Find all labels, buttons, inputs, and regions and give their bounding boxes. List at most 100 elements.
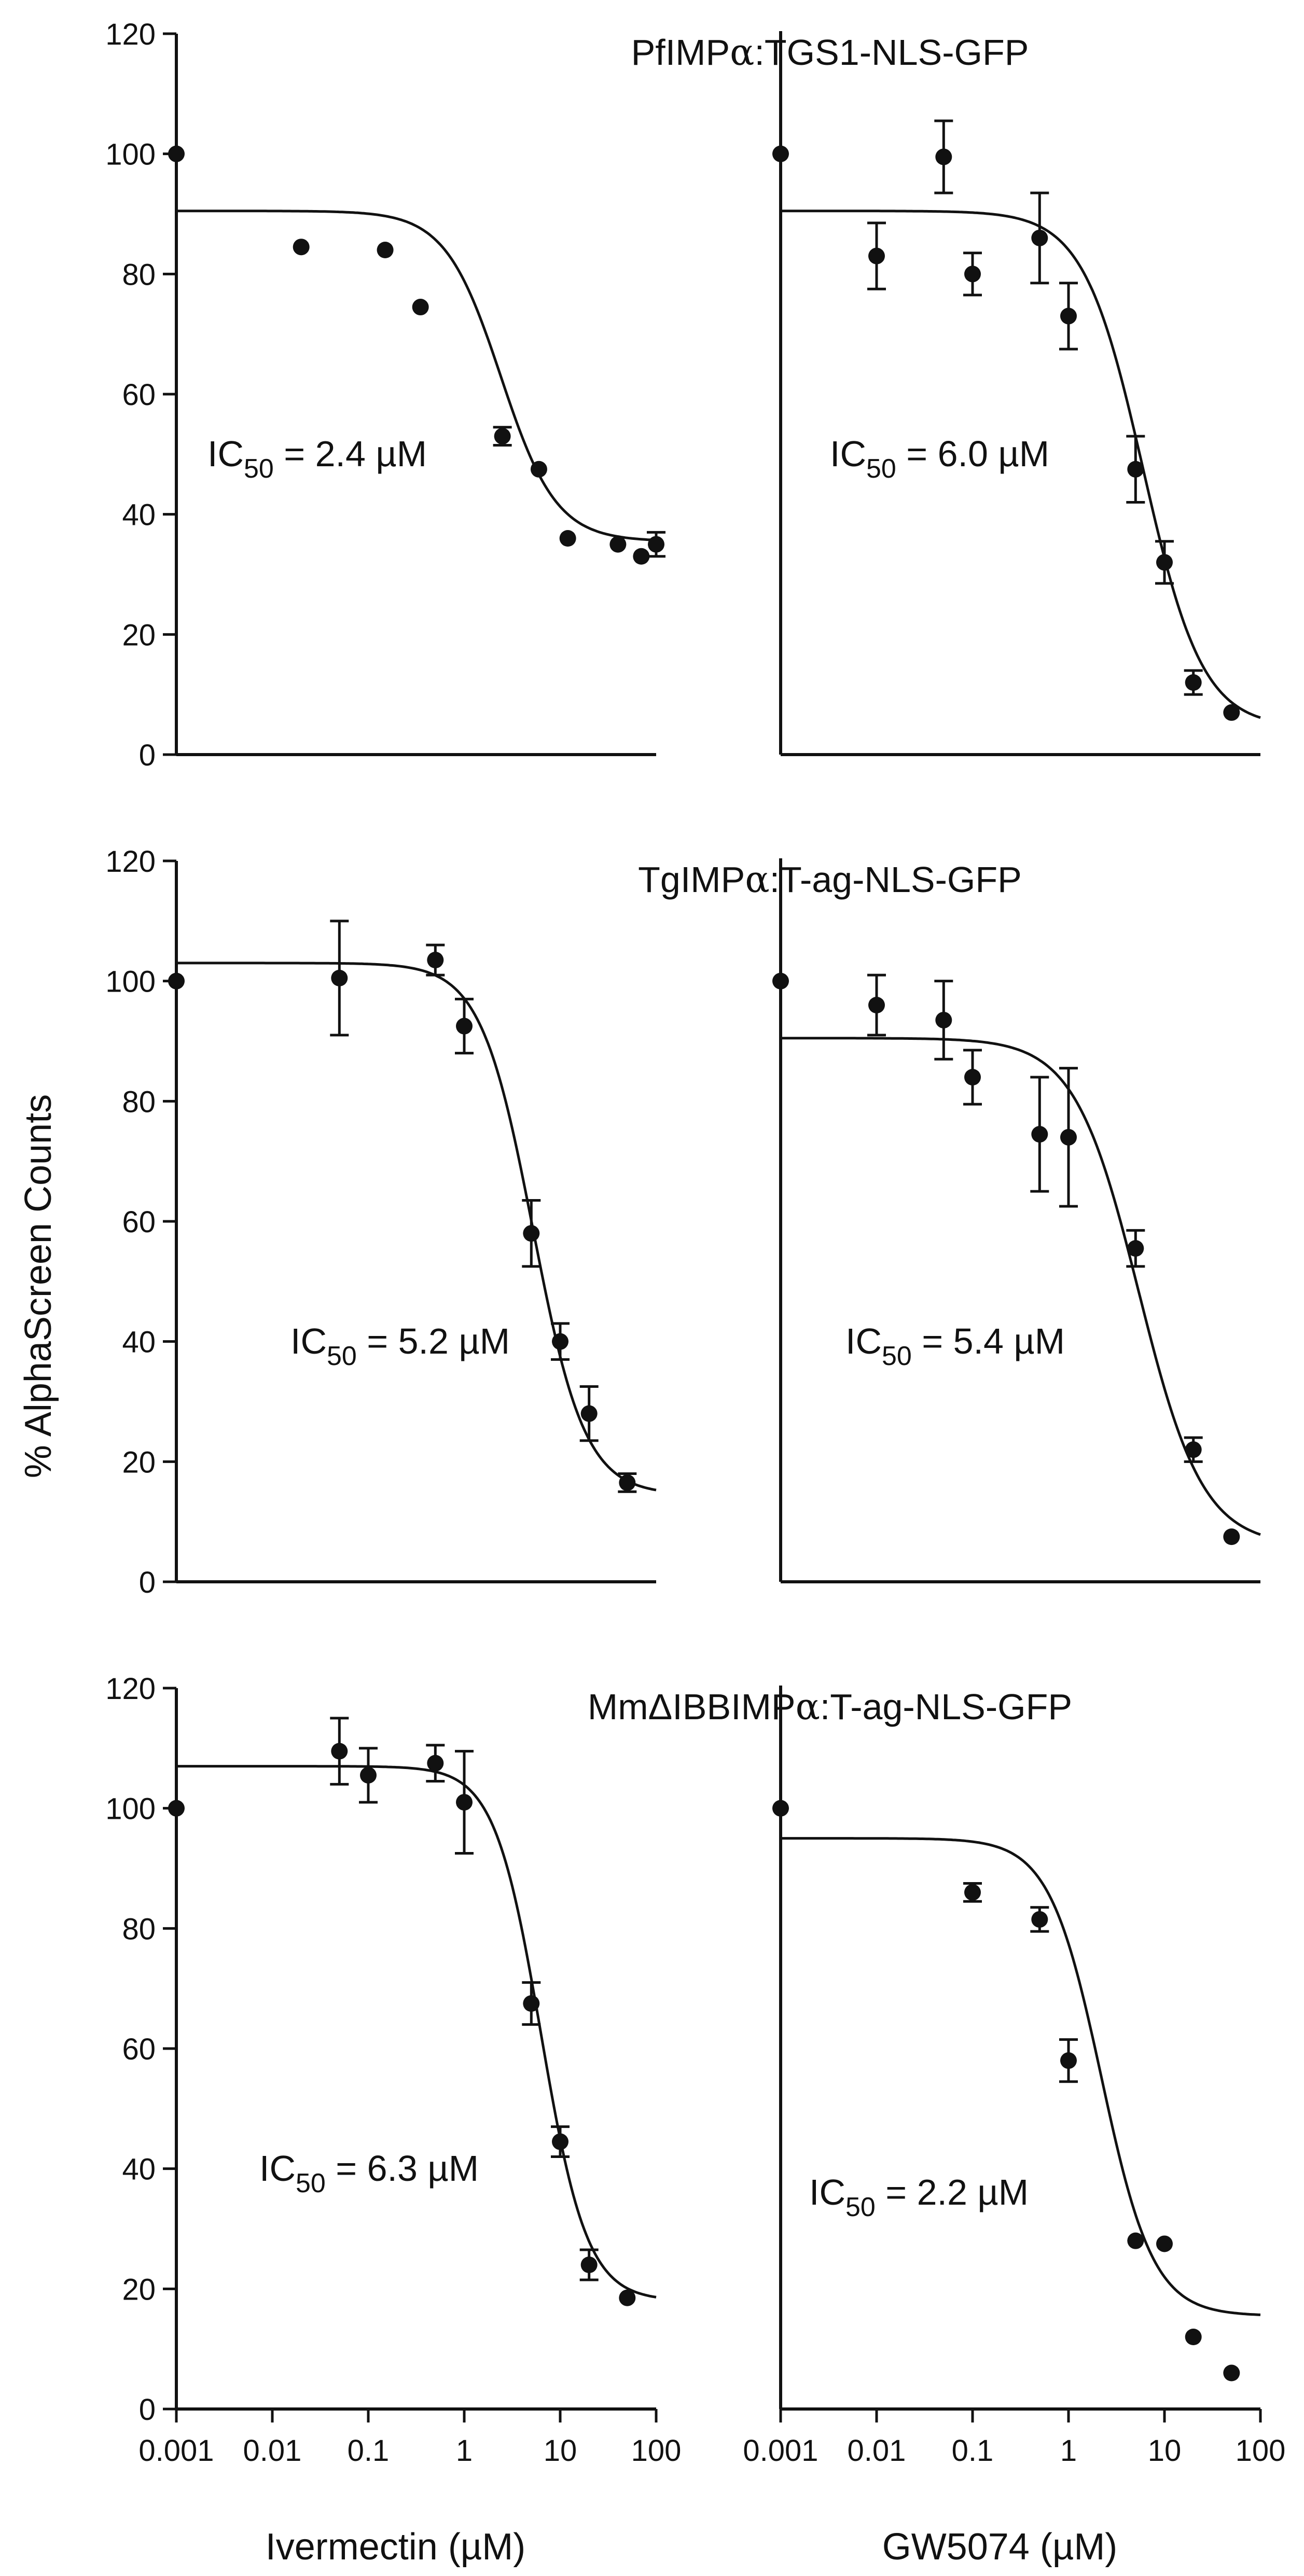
- x-tick-label: 10: [544, 2434, 577, 2468]
- y-tick-label: 80: [122, 1085, 156, 1119]
- ic50-subscript: 50: [882, 1341, 912, 1371]
- fit-curve: [176, 962, 657, 1492]
- data-point: [456, 1018, 473, 1035]
- panel-gw5074-row-3: IC50 = 2.2 µM: [772, 1800, 1261, 2382]
- data-point: [360, 1766, 377, 1784]
- data-point: [1127, 461, 1144, 478]
- y-tick-label: 120: [105, 845, 156, 879]
- data-point: [772, 145, 789, 162]
- data-point: [530, 461, 547, 478]
- y-tick-label: 20: [122, 1445, 156, 1479]
- data-point: [580, 2257, 598, 2273]
- data-point: [168, 1800, 185, 1817]
- data-point: [1127, 1240, 1144, 1257]
- data-point: [964, 1069, 981, 1085]
- y-tick-label: 100: [105, 138, 156, 172]
- y-axis-title: % AlphaScreen Counts: [18, 1094, 59, 1478]
- data-point: [1185, 674, 1202, 691]
- ic50-suffix: = 5.4 µM: [912, 1321, 1065, 1361]
- title-prefix: PfIMP: [631, 32, 730, 73]
- y-tick-label: 100: [105, 965, 156, 999]
- x-tick-label: 0.1: [348, 2434, 390, 2468]
- data-point: [559, 530, 576, 547]
- y-tick-label: 60: [122, 1205, 156, 1239]
- ic50-label: IC50 = 2.4 µM: [207, 434, 427, 484]
- x-tick-label: 100: [1236, 2434, 1286, 2468]
- ic50-prefix: IC: [845, 1321, 882, 1361]
- ic50-prefix: IC: [259, 2148, 296, 2189]
- data-point: [427, 952, 444, 969]
- ic50-suffix: = 5.2 µM: [357, 1321, 510, 1361]
- data-point: [523, 1225, 540, 1242]
- ic50-suffix: = 2.2 µM: [876, 2172, 1029, 2212]
- x-axis-title-ivermectin: Ivermectin (µM): [266, 2526, 526, 2568]
- x-tick-label: 1: [456, 2434, 473, 2468]
- fit-curve: [176, 210, 657, 541]
- data-point: [331, 1743, 348, 1760]
- y-tick-label: 0: [139, 1566, 156, 1599]
- data-point: [293, 239, 310, 256]
- y-tick-label: 40: [122, 498, 156, 532]
- data-point: [456, 1794, 473, 1811]
- y-tick-label: 40: [122, 1326, 156, 1359]
- data-point: [1060, 2052, 1077, 2069]
- ic50-subscript: 50: [845, 2192, 876, 2222]
- ic50-subscript: 50: [327, 1341, 357, 1371]
- ic50-subscript: 50: [244, 454, 274, 484]
- data-point: [619, 1474, 636, 1491]
- data-point: [633, 548, 650, 565]
- panel-title: MmΔIBBIMPα:T-ag-NLS-GFP: [588, 1686, 1072, 1728]
- panel-row-3: 0 20 40 60 80 100 120 MmΔIBBIMPα:T-ag-NLS-GFP IC…: [105, 1672, 1261, 2427]
- data-point: [523, 1995, 540, 2012]
- y-tick-label: 0: [139, 739, 156, 772]
- y-tick-label: 20: [122, 618, 156, 652]
- ic50-suffix: = 6.0 µM: [896, 434, 1049, 474]
- data-point: [1185, 2329, 1202, 2345]
- data-point: [619, 2289, 636, 2306]
- data-point: [412, 299, 429, 316]
- x-tick-label: 10: [1148, 2434, 1182, 2468]
- ic50-label: IC50 = 2.2 µM: [809, 2172, 1029, 2222]
- data-point: [1223, 2364, 1240, 2382]
- data-point: [1185, 1441, 1202, 1458]
- x-tick-label: 0.001: [138, 2434, 214, 2468]
- panel-ivermectin-row-2: IC50 = 5.2 µM: [168, 920, 657, 1493]
- data-point: [1156, 554, 1173, 571]
- data-point: [377, 242, 394, 258]
- title-prefix: MmΔIBBIMP: [588, 1687, 796, 1727]
- y-tick-label: 0: [139, 2393, 156, 2427]
- data-point: [1223, 1528, 1240, 1545]
- y-tick-label: 80: [122, 1912, 156, 1946]
- y-tick-label: 120: [105, 18, 156, 51]
- ic50-prefix: IC: [830, 434, 866, 474]
- title-alpha: α: [730, 31, 754, 74]
- ic50-prefix: IC: [290, 1321, 327, 1361]
- ic50-prefix: IC: [207, 434, 244, 474]
- title-suffix: :T-ag-NLS-GFP: [770, 859, 1022, 900]
- data-point: [580, 1405, 598, 1422]
- fit-curve: [176, 1765, 657, 2299]
- data-point: [552, 1333, 568, 1350]
- data-point: [1031, 1126, 1048, 1143]
- data-point: [868, 247, 885, 264]
- fit-curve: [781, 1837, 1261, 2316]
- data-point: [964, 266, 981, 283]
- ic50-prefix: IC: [809, 2172, 845, 2212]
- data-point: [1156, 2235, 1173, 2252]
- panel-title: TgIMPα:T-ag-NLS-GFP: [638, 858, 1022, 901]
- data-point: [1031, 1911, 1048, 1928]
- data-point: [1031, 229, 1048, 246]
- data-point: [772, 972, 789, 990]
- title-prefix: TgIMP: [638, 859, 745, 900]
- data-point: [935, 1011, 952, 1028]
- data-point: [552, 2133, 568, 2150]
- data-point: [935, 148, 952, 165]
- data-point: [648, 536, 664, 553]
- panel-gw5074-row-2: IC50 = 5.4 µM: [772, 972, 1261, 1545]
- y-tick-label: 40: [122, 2153, 156, 2187]
- panel-gw5074-row-1: IC50 = 6.0 µM: [772, 119, 1261, 721]
- title-suffix: :T-ag-NLS-GFP: [820, 1687, 1072, 1727]
